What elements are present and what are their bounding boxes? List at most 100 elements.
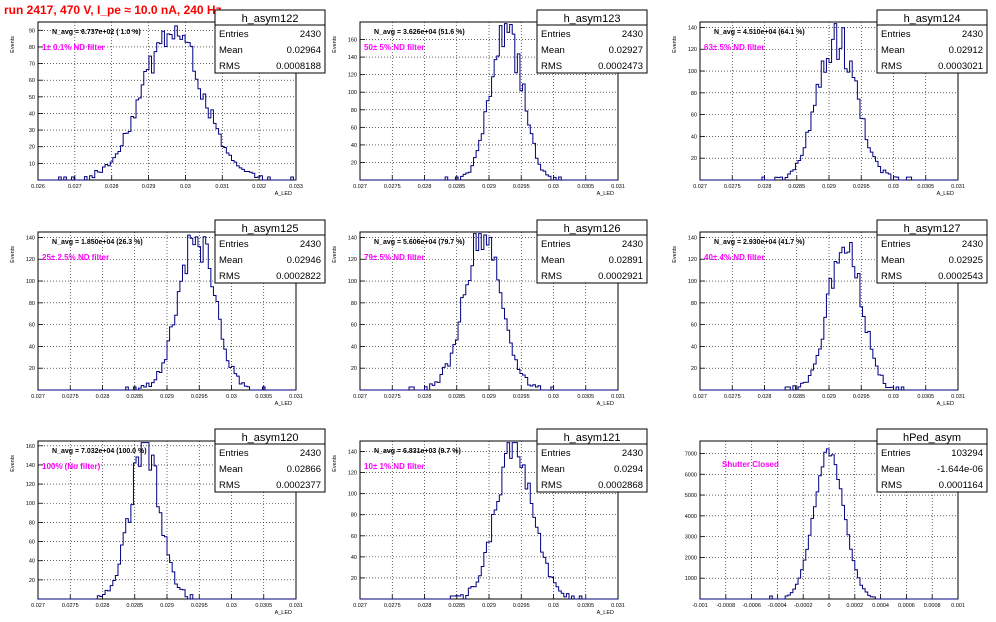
stats-value: -1.644e-06 xyxy=(937,464,983,475)
y-tick-label: 30 xyxy=(29,128,35,134)
y-axis-label: Events xyxy=(672,246,678,263)
x-tick-label: 0.0285 xyxy=(788,184,805,190)
filter-label: 10± 1% ND filter xyxy=(364,462,424,471)
histogram-line xyxy=(38,234,296,391)
stats-value: 2430 xyxy=(622,29,643,40)
y-axis-label: Events xyxy=(332,36,338,53)
filter-label: 100% (No filter) xyxy=(42,462,101,471)
stats-value: 0.0002921 xyxy=(598,271,643,282)
y-tick-label: 120 xyxy=(688,47,697,53)
histogram-name: h_asym126 xyxy=(564,223,621,235)
y-tick-label: 40 xyxy=(691,134,697,140)
plot-frame xyxy=(37,21,297,181)
filter-label: 1± 0.1% ND filter xyxy=(42,43,105,52)
histogram-panel-hPed_asym: -0.001 -0.0008 -0.0006 -0.0004 -0.0002 0 0.000… xyxy=(685,428,988,609)
y-tick-label: 80 xyxy=(29,520,35,526)
stats-box xyxy=(876,443,988,493)
x-tick-label: 0.03 xyxy=(888,394,899,400)
stats-key: Entries xyxy=(541,448,571,459)
x-tick-label: 0.027 xyxy=(353,394,367,400)
y-tick-label: 140 xyxy=(688,235,697,241)
x-tick-label: 0.0004 xyxy=(872,603,889,609)
y-tick-label: 5000 xyxy=(685,493,697,499)
stats-value: 0.02927 xyxy=(609,45,643,56)
histogram-panel-h_asym125: 0.027 0.0275 0.028 0.0285 0.029 0.0295 0.03 0.0… xyxy=(10,219,326,407)
y-tick-label: 140 xyxy=(26,463,35,469)
y-tick-label: 140 xyxy=(26,235,35,241)
x-axis-label: A_LED xyxy=(937,401,954,407)
y-tick-label: 100 xyxy=(688,279,697,285)
x-axis-label: A_LED xyxy=(275,401,292,407)
stats-key: Entries xyxy=(219,239,249,250)
x-tick-label: 0.0275 xyxy=(62,394,79,400)
y-tick-label: 140 xyxy=(348,235,357,241)
histogram-panel-h_asym124: 0.027 0.0275 0.028 0.0285 0.029 0.0295 0.03 0.0… xyxy=(672,9,988,197)
stats-box xyxy=(536,443,648,493)
stats-key: RMS xyxy=(881,61,902,72)
stats-value: 0.02964 xyxy=(287,45,321,56)
run-title: run 2417, 470 V, I_pe ≈ 10.0 nA, 240 Hz xyxy=(4,3,222,17)
y-tick-label: 20 xyxy=(691,366,697,372)
navg-label: N_avg = 6.831e+03 (9.7 %) xyxy=(374,448,461,455)
y-axis-label: Events xyxy=(672,36,678,53)
navg-label: N_avg = 4.510e+04 (64.1 %) xyxy=(714,29,805,36)
x-tick-label: 0.027 xyxy=(353,184,367,190)
y-tick-label: 80 xyxy=(691,301,697,307)
y-tick-label: 80 xyxy=(29,301,35,307)
y-tick-label: 40 xyxy=(351,143,357,149)
x-tick-label: 0.031 xyxy=(611,394,625,400)
x-tick-label: 0.0305 xyxy=(917,394,934,400)
histogram-line xyxy=(360,23,618,181)
stats-value: 0.0002543 xyxy=(938,271,983,282)
histogram-panel-h_asym123: 0.027 0.0275 0.028 0.0285 0.029 0.0295 0.03 0.0… xyxy=(332,9,648,197)
stats-value: 103294 xyxy=(951,448,983,459)
x-tick-label: 0.029 xyxy=(822,394,836,400)
x-tick-label: 0.028 xyxy=(758,394,772,400)
stats-value: 0.0002473 xyxy=(598,61,643,72)
x-tick-label: 0.0305 xyxy=(577,184,594,190)
histogram-line xyxy=(700,242,958,391)
histogram-name: h_asym127 xyxy=(904,223,961,235)
y-tick-label: 60 xyxy=(351,534,357,540)
x-tick-label: 0.0275 xyxy=(384,394,401,400)
y-tick-label: 40 xyxy=(691,344,697,350)
filter-label: 25± 2.5% ND filter xyxy=(42,253,109,262)
y-tick-label: 20 xyxy=(29,578,35,584)
x-tick-label: 0.03 xyxy=(548,184,559,190)
x-tick-label: 0 xyxy=(827,603,830,609)
y-tick-label: 140 xyxy=(348,55,357,61)
x-tick-label: 0.0275 xyxy=(62,603,79,609)
x-tick-label: -0.001 xyxy=(692,603,708,609)
x-axis-label: A_LED xyxy=(597,610,614,616)
y-tick-label: 60 xyxy=(29,323,35,329)
y-tick-label: 60 xyxy=(691,323,697,329)
y-tick-label: 20 xyxy=(351,160,357,166)
y-tick-label: 40 xyxy=(29,111,35,117)
histogram-panel-h_asym127: 0.027 0.0275 0.028 0.0285 0.029 0.0295 0.03 0.0… xyxy=(672,219,988,407)
x-tick-label: 0.028 xyxy=(418,603,432,609)
y-tick-label: 120 xyxy=(348,73,357,79)
x-tick-label: 0.026 xyxy=(31,184,45,190)
x-tick-label: 0.031 xyxy=(611,603,625,609)
filter-label: 79± 5% ND filter xyxy=(364,253,424,262)
x-axis-label: A_LED xyxy=(275,191,292,197)
y-tick-label: 120 xyxy=(688,257,697,263)
y-tick-label: 80 xyxy=(351,108,357,114)
stats-key: Mean xyxy=(881,464,905,475)
stats-key: Mean xyxy=(219,255,243,266)
stats-key: RMS xyxy=(219,480,240,491)
stats-key: Mean xyxy=(541,255,565,266)
x-tick-label: 0.028 xyxy=(96,603,110,609)
y-tick-label: 50 xyxy=(29,95,35,101)
y-tick-label: 100 xyxy=(348,279,357,285)
filter-label: 50± 5% ND filter xyxy=(364,43,424,52)
y-tick-label: 20 xyxy=(351,366,357,372)
x-tick-label: 0.0305 xyxy=(917,184,934,190)
x-tick-label: 0.0295 xyxy=(191,394,208,400)
y-tick-label: 2000 xyxy=(685,555,697,561)
x-tick-label: 0.0008 xyxy=(924,603,941,609)
y-axis-label: Events xyxy=(10,246,16,263)
stats-box xyxy=(536,24,648,74)
x-axis-label: A_LED xyxy=(597,401,614,407)
stats-key: Mean xyxy=(219,464,243,475)
